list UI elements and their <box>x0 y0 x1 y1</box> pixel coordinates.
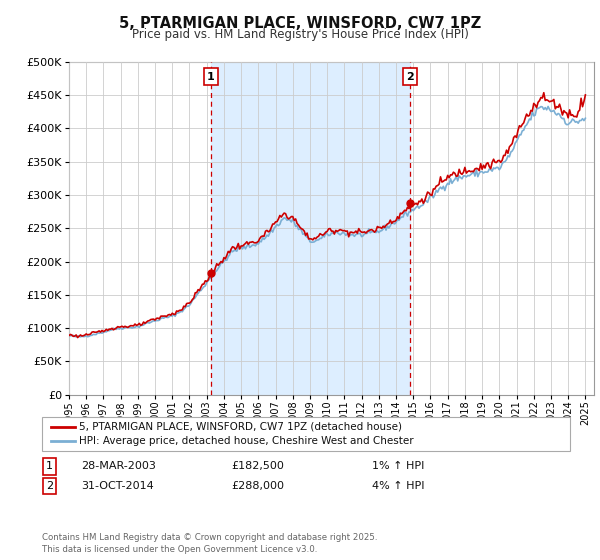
Text: 1: 1 <box>207 72 215 82</box>
Text: 5, PTARMIGAN PLACE, WINSFORD, CW7 1PZ (detached house): 5, PTARMIGAN PLACE, WINSFORD, CW7 1PZ (d… <box>79 422 402 432</box>
Text: 1% ↑ HPI: 1% ↑ HPI <box>372 461 424 472</box>
Text: Contains HM Land Registry data © Crown copyright and database right 2025.
This d: Contains HM Land Registry data © Crown c… <box>42 533 377 554</box>
Bar <box>211 62 410 395</box>
Text: 1: 1 <box>46 461 53 472</box>
Text: £182,500: £182,500 <box>231 461 284 472</box>
Text: 5, PTARMIGAN PLACE, WINSFORD, CW7 1PZ: 5, PTARMIGAN PLACE, WINSFORD, CW7 1PZ <box>119 16 481 31</box>
Text: 31-OCT-2014: 31-OCT-2014 <box>81 481 154 491</box>
Text: 2: 2 <box>46 481 53 491</box>
Text: £288,000: £288,000 <box>231 481 284 491</box>
Text: HPI: Average price, detached house, Cheshire West and Chester: HPI: Average price, detached house, Ches… <box>79 436 414 446</box>
Text: 28-MAR-2003: 28-MAR-2003 <box>81 461 156 472</box>
Text: 4% ↑ HPI: 4% ↑ HPI <box>372 481 425 491</box>
Text: 2: 2 <box>406 72 414 82</box>
Text: Price paid vs. HM Land Registry's House Price Index (HPI): Price paid vs. HM Land Registry's House … <box>131 28 469 41</box>
